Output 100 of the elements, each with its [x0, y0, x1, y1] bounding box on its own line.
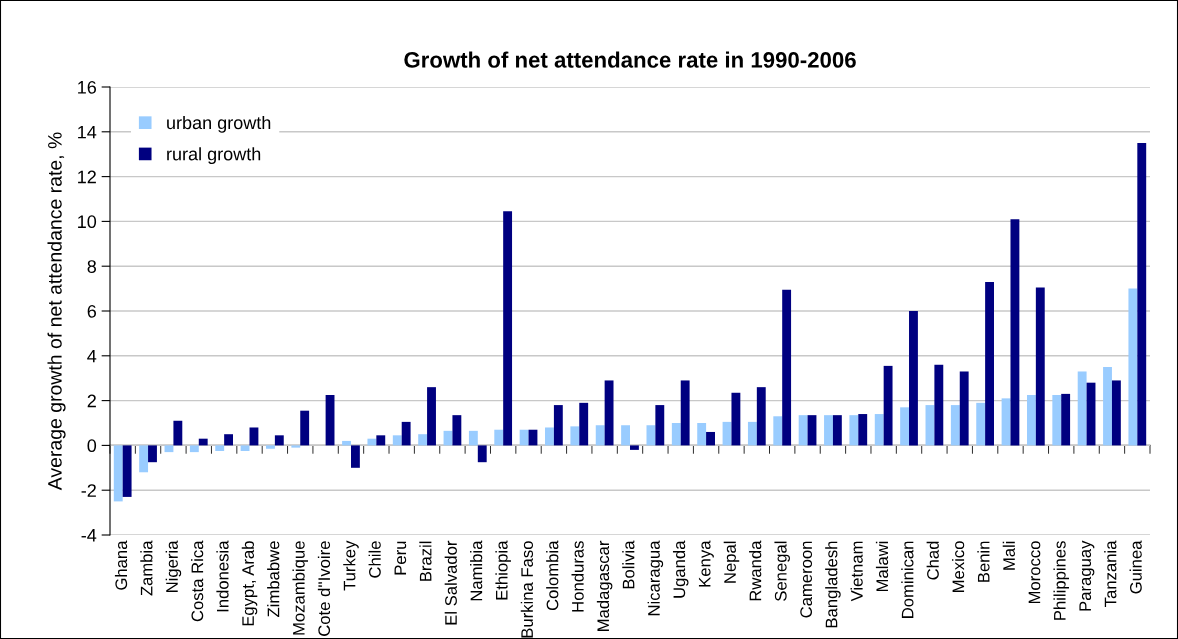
bar: [706, 431, 715, 446]
bar: [224, 434, 234, 446]
legend-label: urban growth: [167, 115, 271, 133]
bar: [392, 435, 402, 446]
x-tick-label: Costa Rica: [191, 540, 204, 622]
y-tick-label: -2: [81, 484, 96, 497]
x-tick-label: Dominican: [901, 541, 914, 618]
y-tick-label: 10: [78, 215, 97, 229]
bar: [164, 445, 174, 453]
bar: [139, 445, 149, 473]
bar: [376, 435, 386, 446]
legend-label: rural growth: [167, 147, 261, 164]
x-tick-label: Peru: [394, 541, 407, 575]
bar: [1137, 143, 1147, 446]
bar: [909, 311, 918, 446]
x-tick-label: Vietnam: [850, 541, 863, 602]
x-tick-label: Ethiopia: [495, 540, 511, 600]
x-tick-label: Bangladesh: [825, 541, 841, 628]
x-tick-label: Honduras: [571, 541, 584, 612]
x-tick-label: Rwanda: [749, 540, 762, 601]
y-tick-label: 14: [78, 125, 97, 139]
bar: [418, 434, 428, 446]
x-tick-label: Zimbabwe: [267, 541, 280, 617]
bar: [807, 415, 817, 446]
x-tick-label: Uganda: [672, 540, 689, 598]
bar: [976, 402, 986, 446]
y-tick-label: 12: [78, 170, 96, 184]
bar: [570, 426, 580, 446]
x-tick-label: Mali: [1002, 541, 1015, 570]
bar: [266, 445, 275, 449]
bar: [350, 445, 360, 468]
bar: [274, 435, 284, 446]
bar: [198, 438, 208, 446]
bar: [883, 365, 893, 446]
x-tick-label: Colombia: [546, 540, 559, 611]
bar: [367, 438, 377, 446]
bar: [579, 402, 589, 446]
x-tick-label: Chile: [368, 541, 381, 578]
bar: [300, 410, 310, 446]
bar: [874, 414, 884, 446]
x-tick-label: Madagascar: [596, 540, 613, 631]
bar: [858, 414, 868, 446]
x-tick-label: Brazil: [419, 541, 432, 581]
bar: [503, 211, 513, 446]
bar: [189, 445, 199, 453]
bar: [900, 407, 910, 446]
bar: [477, 445, 487, 463]
bar: [122, 445, 132, 497]
bar: [468, 430, 478, 446]
bar: [1128, 288, 1138, 446]
bar: [671, 423, 681, 446]
y-tick-label: 4: [87, 349, 97, 363]
x-tick-label: El Salvador: [444, 540, 457, 625]
x-tick-label: Ghana: [114, 540, 128, 590]
bar: [950, 405, 960, 446]
x-tick-label: Namibia: [470, 540, 483, 601]
bar: [494, 429, 504, 446]
bar: [849, 415, 859, 446]
y-tick-label: 8: [87, 260, 97, 273]
bar: [173, 420, 183, 446]
x-tick-label: Indonesia: [216, 540, 229, 612]
bar: [519, 429, 529, 446]
bar: [747, 421, 757, 446]
x-tick-label: Cote d''Ivoire: [317, 541, 331, 636]
x-tick-label: Mexico: [951, 541, 965, 592]
bar: [1111, 380, 1121, 446]
x-tick-label: Egypt, Arab: [241, 541, 258, 626]
bar: [240, 445, 250, 451]
x-tick-label: Nicaragua: [647, 540, 664, 616]
bar: [291, 445, 301, 448]
x-tick-label: Turkey: [343, 540, 359, 591]
bar: [1052, 395, 1062, 446]
bar: [427, 387, 436, 446]
x-tick-label: Bolivia: [622, 540, 635, 589]
bar: [731, 392, 741, 446]
bar: [452, 415, 462, 446]
x-tick-label: Kenya: [698, 540, 714, 587]
bar: [604, 380, 614, 446]
x-tick-label: Philippines: [1053, 541, 1069, 620]
bar: [1035, 287, 1045, 446]
x-tick-label: Guinea: [1129, 540, 1142, 594]
bar: [1077, 371, 1087, 446]
bar: [1061, 393, 1071, 446]
bar: [1001, 398, 1011, 446]
y-tick-label: -4: [81, 529, 97, 542]
bar: [697, 423, 707, 446]
bar: [756, 387, 766, 446]
x-tick-label: Nepal: [723, 541, 740, 583]
bar: [1010, 219, 1020, 446]
y-axis-title: Average growth of net attendance rate, %: [47, 132, 66, 491]
bar: [959, 371, 969, 446]
y-tick-label: 0: [87, 439, 97, 453]
bar: [655, 405, 665, 446]
bar: [342, 440, 351, 446]
bar: [832, 415, 842, 446]
bar: [630, 445, 639, 450]
y-tick-label: 16: [78, 80, 97, 94]
bar: [1026, 395, 1036, 446]
bar: [934, 364, 944, 446]
x-tick-label: Malawi: [875, 541, 889, 592]
